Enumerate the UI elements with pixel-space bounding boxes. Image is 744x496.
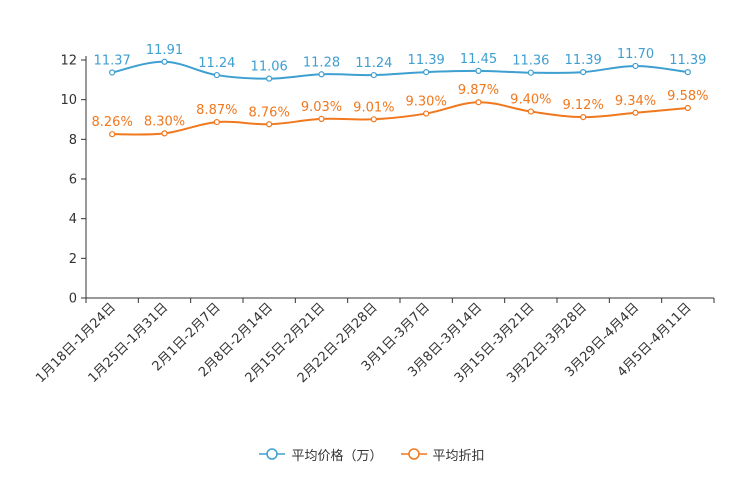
data-point [475, 67, 482, 75]
data-point [527, 108, 534, 115]
data-point [632, 62, 639, 70]
data-point [109, 69, 116, 76]
data-label: 11.39 [669, 53, 706, 68]
legend-line-circle-icon [400, 448, 427, 460]
data-point [580, 68, 587, 76]
legend-item-discount[interactable]: 平均折扣 [400, 445, 485, 464]
data-label: 8.26% [92, 115, 133, 130]
data-label: 8.76% [249, 105, 290, 120]
data-label: 11.36 [512, 54, 549, 69]
data-point [370, 116, 377, 123]
data-label: 9.30% [406, 95, 447, 110]
data-label: 11.91 [146, 43, 183, 58]
data-label: 11.37 [94, 53, 131, 68]
data-label: 9.58% [667, 89, 708, 104]
data-point [475, 99, 482, 106]
y-tick-label: 4 [69, 212, 77, 227]
data-label: 8.87% [196, 103, 237, 118]
data-point [266, 121, 273, 128]
y-tick-label: 12 [60, 54, 77, 69]
data-point [527, 69, 534, 76]
legend-label-price: 平均价格（万） [291, 448, 383, 464]
data-label: 9.01% [353, 100, 394, 115]
legend: 平均价格（万） 平均折扣 [0, 444, 744, 464]
data-label: 9.40% [510, 93, 551, 108]
data-label: 11.24 [198, 56, 235, 71]
data-point [423, 68, 430, 76]
data-point [423, 110, 430, 117]
data-label: 9.87% [458, 83, 499, 98]
data-point [684, 68, 691, 76]
data-point [684, 104, 691, 112]
data-point [632, 109, 639, 116]
data-label: 9.12% [563, 98, 604, 113]
data-point [266, 75, 273, 82]
data-point [370, 71, 377, 79]
y-tick-label: 2 [69, 252, 77, 267]
data-label: 11.45 [460, 52, 497, 67]
data-label: 11.06 [251, 60, 288, 75]
data-label: 11.28 [303, 55, 340, 70]
data-point [318, 115, 325, 123]
y-tick-label: 0 [69, 292, 77, 307]
data-label: 11.39 [408, 53, 445, 68]
series-line-price [111, 60, 688, 80]
legend-label-discount: 平均折扣 [432, 448, 485, 464]
data-label: 9.03% [301, 100, 342, 115]
data-point [213, 71, 220, 79]
y-tick-label: 10 [60, 93, 77, 108]
data-point [580, 114, 587, 121]
y-tick-label: 6 [69, 173, 77, 188]
y-tick-label: 8 [69, 133, 77, 148]
data-label: 11.70 [617, 47, 654, 62]
data-label: 11.39 [565, 53, 602, 68]
legend-item-price[interactable]: 平均价格（万） [259, 445, 383, 464]
data-point [109, 131, 116, 138]
data-label: 8.30% [144, 114, 185, 129]
data-point [161, 58, 168, 65]
data-label: 9.34% [615, 94, 656, 109]
data-point [161, 130, 168, 137]
data-point [213, 118, 220, 126]
series-line-discount [112, 101, 688, 136]
data-label: 11.24 [355, 56, 392, 71]
data-point [318, 71, 325, 78]
legend-line-circle-icon [259, 448, 286, 460]
